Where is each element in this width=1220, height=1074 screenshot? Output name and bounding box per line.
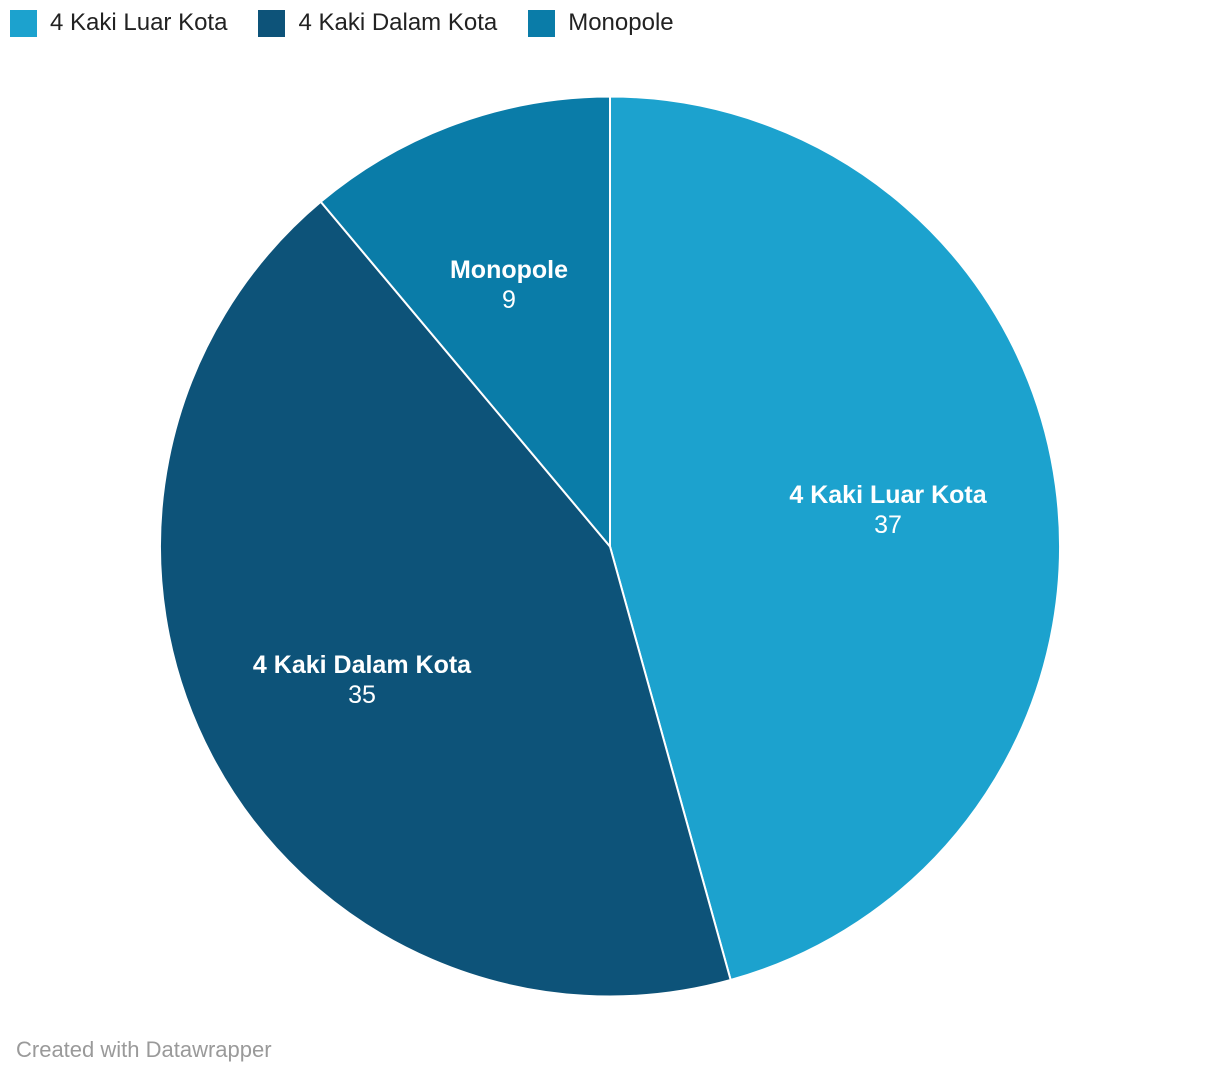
pie-slice-4-kaki-dalam-kota xyxy=(159,200,732,998)
pie-slice-4-kaki-luar-kota xyxy=(609,95,1061,982)
legend-label-4-kaki-dalam-kota: 4 Kaki Dalam Kota xyxy=(298,9,498,36)
legend-swatch-4-kaki-dalam-kota xyxy=(258,9,286,37)
legend-swatch-4-kaki-luar-kota xyxy=(10,9,37,37)
legend-swatch-monopole xyxy=(528,9,556,37)
legend-label-monopole: Monopole xyxy=(568,9,674,36)
pie-slice-monopole xyxy=(319,95,611,548)
attribution-text: Created with Datawrapper xyxy=(16,1037,272,1062)
legend-item-4-kaki-dalam-kota: 4 Kaki Dalam Kota xyxy=(258,9,497,37)
legend: 4 Kaki Luar Kota 4 Kaki Dalam Kota Monop… xyxy=(10,9,674,37)
legend-label-4-kaki-luar-kota: 4 Kaki Luar Kota xyxy=(50,9,228,36)
legend-item-4-kaki-luar-kota: 4 Kaki Luar Kota xyxy=(10,9,227,37)
legend-item-monopole: Monopole xyxy=(528,9,674,37)
